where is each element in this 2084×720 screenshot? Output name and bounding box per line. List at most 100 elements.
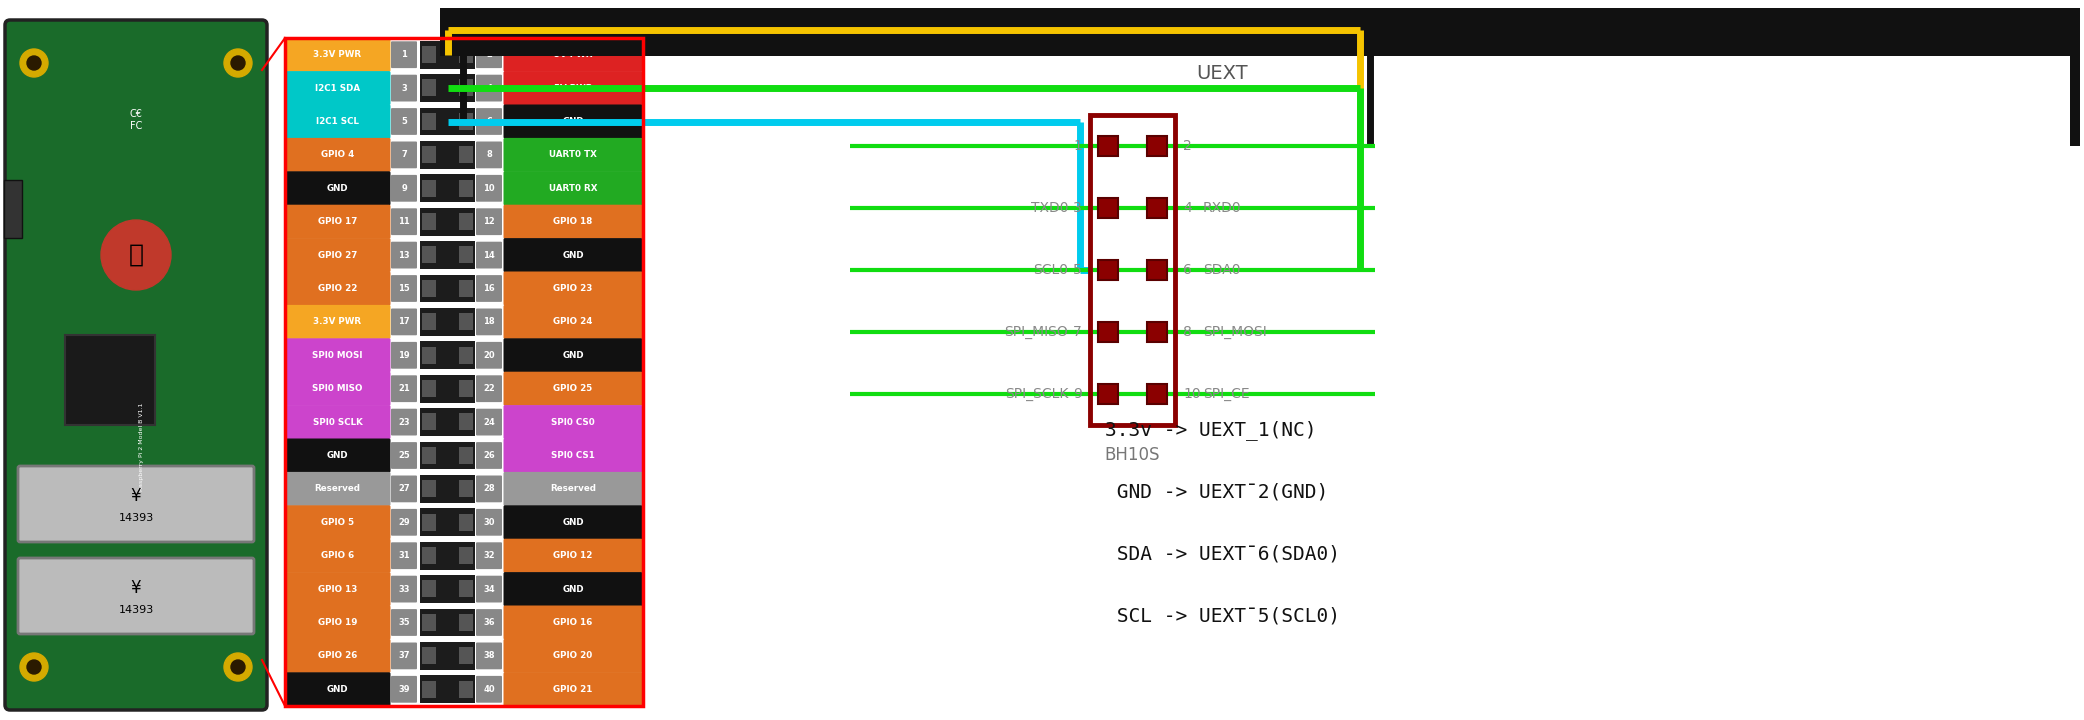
Text: C€
FC: C€ FC: [129, 109, 142, 131]
FancyBboxPatch shape: [392, 108, 417, 135]
FancyBboxPatch shape: [475, 242, 502, 269]
FancyBboxPatch shape: [504, 505, 642, 539]
FancyBboxPatch shape: [504, 37, 642, 72]
Bar: [458, 346, 473, 364]
Bar: [458, 480, 473, 498]
Bar: [421, 642, 475, 670]
FancyBboxPatch shape: [475, 308, 502, 336]
Bar: [421, 475, 475, 503]
Text: 35: 35: [398, 618, 411, 627]
Text: 40: 40: [483, 685, 494, 694]
Bar: [421, 46, 436, 63]
Text: 36: 36: [483, 618, 494, 627]
FancyBboxPatch shape: [504, 472, 642, 506]
Text: BH10S: BH10S: [1105, 446, 1161, 464]
Text: SPI0 MOSI: SPI0 MOSI: [313, 351, 363, 360]
FancyBboxPatch shape: [286, 572, 390, 606]
Bar: [458, 547, 473, 564]
Bar: [421, 608, 475, 636]
Text: 27: 27: [398, 485, 411, 493]
Text: GND -> UEXT¯2(GND): GND -> UEXT¯2(GND): [1105, 482, 1328, 502]
Text: GND: GND: [563, 518, 584, 527]
Text: 1: 1: [400, 50, 406, 59]
FancyBboxPatch shape: [392, 308, 417, 336]
Bar: [458, 413, 473, 431]
Text: UART0 RX: UART0 RX: [548, 184, 598, 193]
Text: 5: 5: [400, 117, 406, 126]
Text: SDA0: SDA0: [1202, 263, 1240, 277]
Bar: [421, 141, 475, 169]
Bar: [1098, 136, 1117, 156]
Text: SPI0 MISO: SPI0 MISO: [313, 384, 363, 393]
Text: 37: 37: [398, 652, 411, 660]
FancyBboxPatch shape: [504, 405, 642, 439]
Text: GND: GND: [563, 351, 584, 360]
Bar: [286, 38, 644, 706]
Text: 3: 3: [1073, 201, 1082, 215]
FancyBboxPatch shape: [392, 75, 417, 102]
Bar: [1146, 136, 1167, 156]
Text: 18: 18: [483, 318, 494, 326]
Bar: [421, 274, 475, 302]
Text: 31: 31: [398, 552, 411, 560]
Bar: [2069, 8, 2080, 146]
Bar: [421, 107, 475, 135]
Bar: [458, 513, 473, 531]
Bar: [458, 614, 473, 631]
FancyBboxPatch shape: [286, 37, 390, 72]
FancyBboxPatch shape: [504, 238, 642, 272]
Text: UEXT: UEXT: [1196, 63, 1248, 83]
Text: 7: 7: [1073, 325, 1082, 339]
FancyBboxPatch shape: [392, 41, 417, 68]
Text: GND: GND: [563, 117, 584, 126]
Bar: [421, 346, 436, 364]
FancyBboxPatch shape: [475, 509, 502, 536]
FancyBboxPatch shape: [475, 208, 502, 235]
Bar: [421, 146, 436, 163]
Bar: [458, 213, 473, 230]
Bar: [421, 308, 475, 336]
FancyBboxPatch shape: [475, 475, 502, 503]
Text: 14393: 14393: [119, 513, 154, 523]
Bar: [421, 174, 475, 202]
Text: GPIO 18: GPIO 18: [554, 217, 592, 226]
Text: 9: 9: [1073, 387, 1082, 401]
Bar: [421, 79, 436, 96]
Bar: [421, 208, 475, 235]
FancyBboxPatch shape: [286, 104, 390, 138]
Text: 3.3v -> UEXT_1(NC): 3.3v -> UEXT_1(NC): [1105, 420, 1317, 440]
Bar: [458, 79, 473, 96]
Text: GPIO 23: GPIO 23: [554, 284, 592, 293]
Bar: [458, 580, 473, 598]
Text: 33: 33: [398, 585, 411, 593]
Bar: [458, 113, 473, 130]
Bar: [421, 680, 436, 698]
Text: 7: 7: [400, 150, 406, 159]
Bar: [458, 447, 473, 464]
FancyBboxPatch shape: [286, 672, 390, 706]
Text: 13: 13: [398, 251, 411, 260]
Text: SCL -> UEXT¯5(SCL0): SCL -> UEXT¯5(SCL0): [1105, 606, 1340, 626]
FancyBboxPatch shape: [475, 175, 502, 202]
FancyBboxPatch shape: [475, 542, 502, 569]
FancyBboxPatch shape: [504, 438, 642, 472]
FancyBboxPatch shape: [392, 475, 417, 503]
FancyBboxPatch shape: [286, 606, 390, 639]
FancyBboxPatch shape: [504, 672, 642, 706]
Bar: [421, 580, 436, 598]
Text: 26: 26: [483, 451, 494, 460]
FancyBboxPatch shape: [504, 372, 642, 405]
FancyBboxPatch shape: [475, 576, 502, 603]
Text: 16: 16: [483, 284, 494, 293]
Bar: [1146, 322, 1167, 342]
Circle shape: [27, 660, 42, 674]
FancyBboxPatch shape: [392, 409, 417, 436]
Bar: [421, 508, 475, 536]
FancyBboxPatch shape: [392, 275, 417, 302]
Bar: [421, 74, 475, 102]
Text: Reserved: Reserved: [550, 485, 596, 493]
FancyBboxPatch shape: [286, 171, 390, 205]
Text: GND: GND: [563, 585, 584, 593]
Text: 9: 9: [400, 184, 406, 193]
Text: 25: 25: [398, 451, 411, 460]
